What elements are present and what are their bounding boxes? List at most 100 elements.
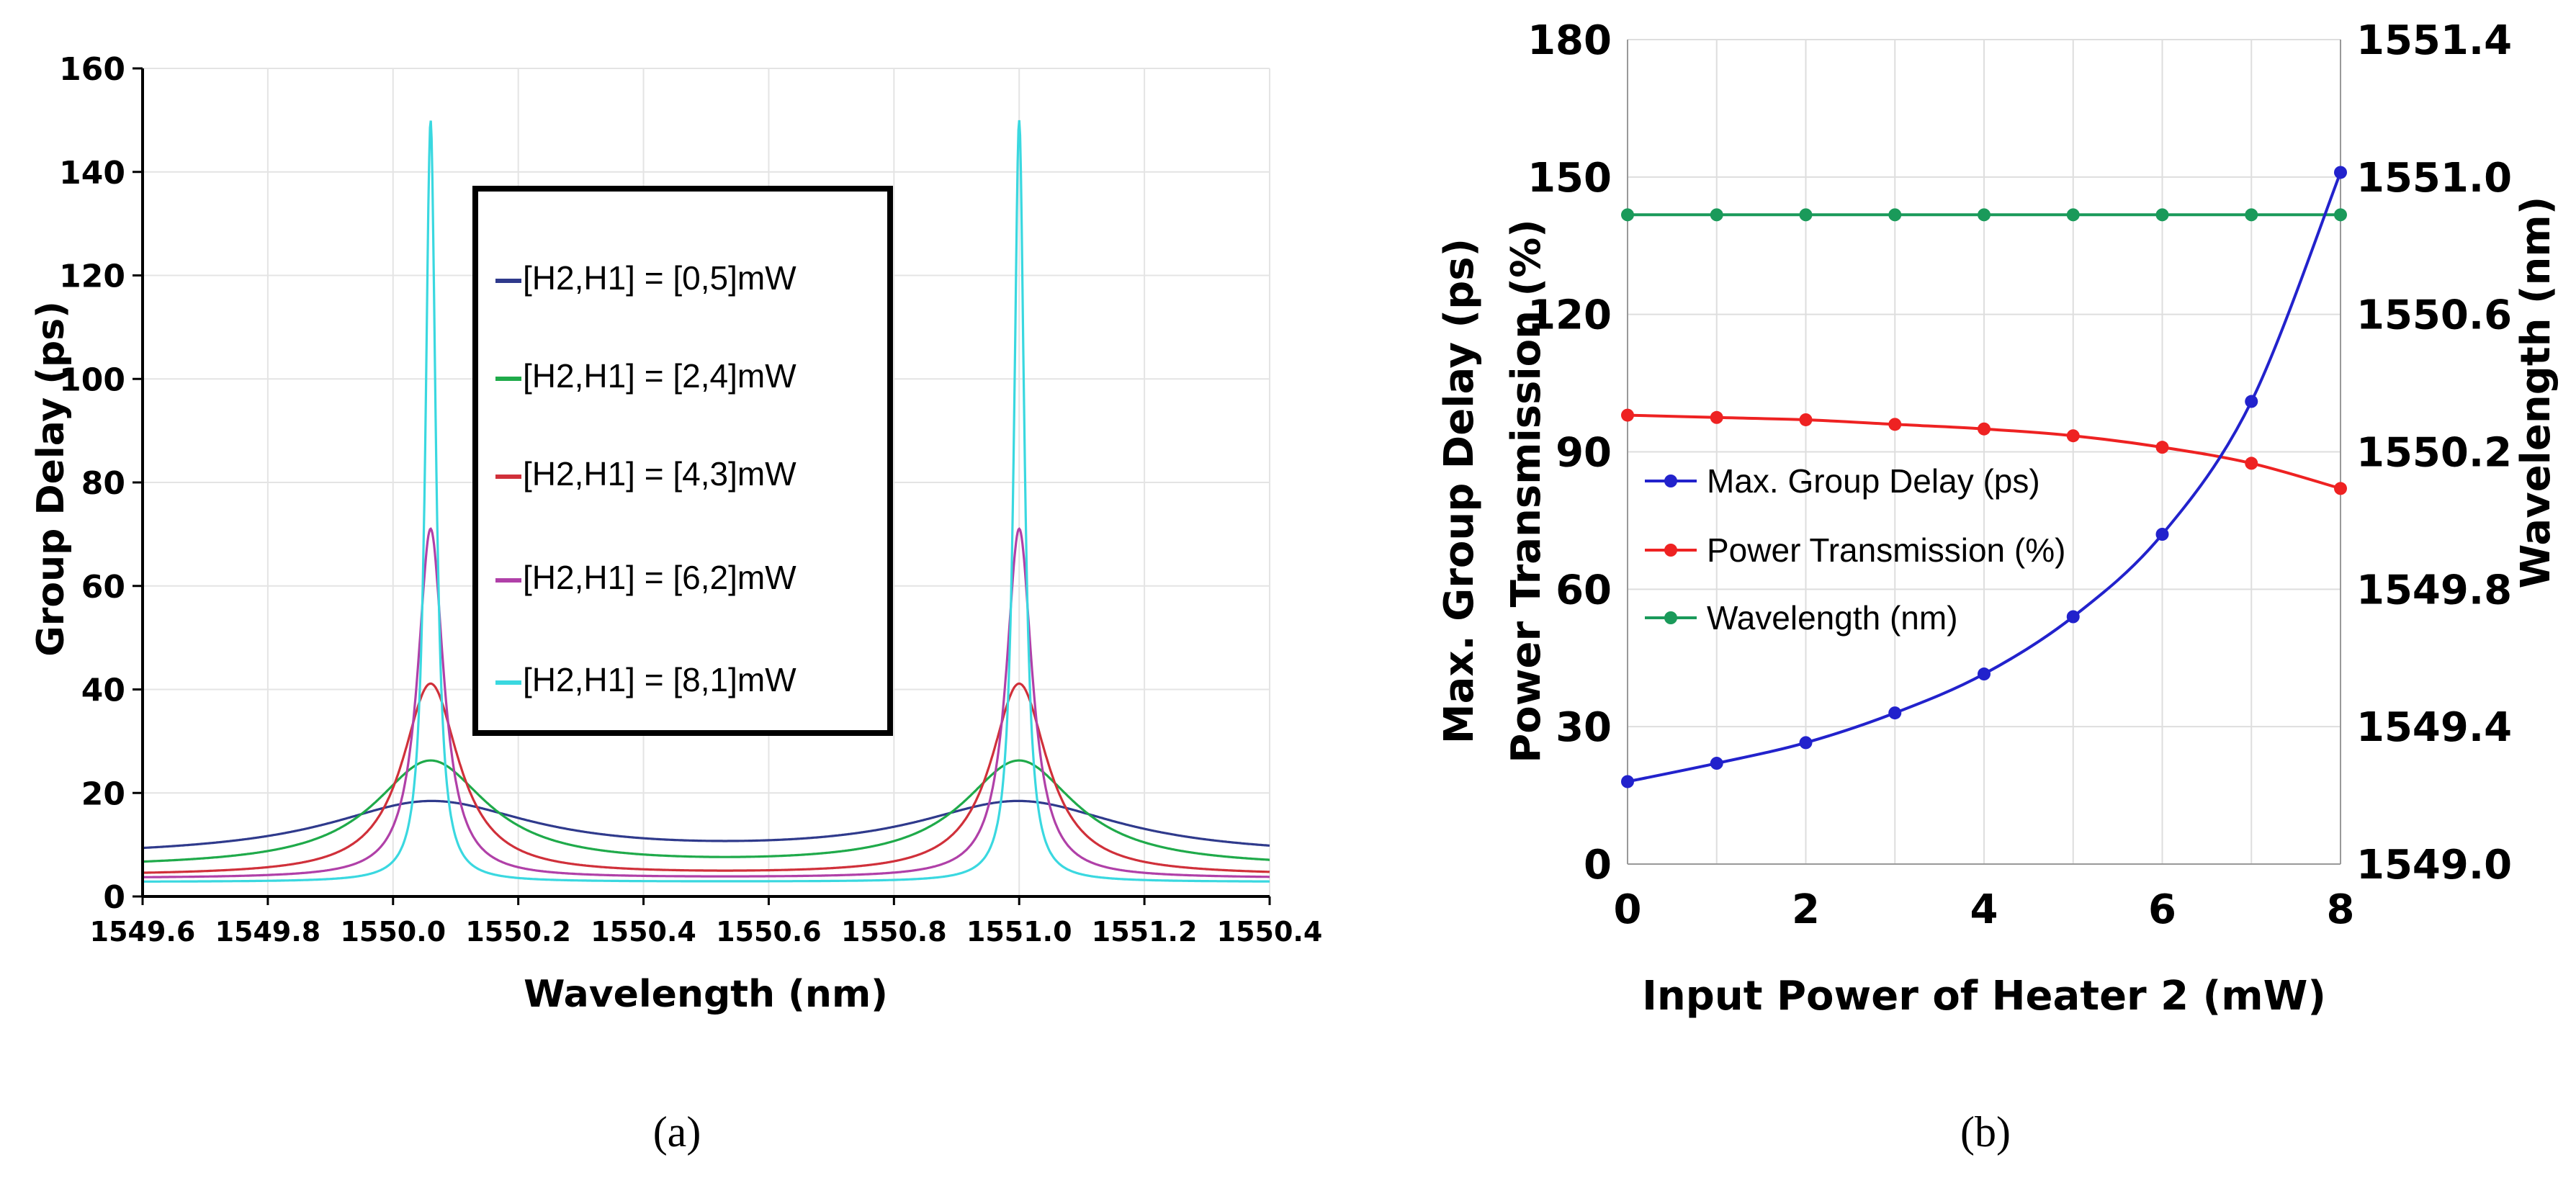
chart-b-legend-swatch-marker [1664,544,1677,557]
chart-a-y-tick-label: 100 [59,361,125,398]
chart-b-ylabel-left-2: Power Transmission (%) [1503,219,1550,763]
chart-b-data-point [1978,667,1991,681]
chart-a-y-tick-label: 120 [59,258,125,295]
panel-a-label: (a) [653,1108,701,1156]
chart-a-legend: [H2,H1] = [0,5]mW [H2,H1] = [2,4]mW [H2,H1… [472,186,893,736]
chart-a-series-line [143,759,1270,863]
chart-b-data-point [2245,395,2258,408]
chart-b-data-point [1621,408,1634,422]
chart-a-legend-label: [H2,H1] = [4,3]mW [523,455,796,493]
chart-a-series-line [143,120,1270,883]
chart-a: 1549.6 1549.8 1550.0 1550.2 1550.4 1550.6 1550… [30,51,1322,1156]
chart-a-x-tick-label: 1550.0 [340,916,446,948]
chart-b-y-tick-label-left: 0 [1584,842,1612,889]
chart-b-y-tick-label-left: 180 [1527,17,1612,64]
chart-b-legend-swatch-marker [1664,611,1677,624]
chart-a-x-tick-label: 1549.6 [90,916,196,948]
chart-b-data-point [2066,429,2080,443]
chart-b-x-tick-label: 8 [2327,886,2355,933]
chart-b-x-tick-label: 4 [1970,886,1998,933]
chart-b-y-tick-label-right: 1549.4 [2356,704,2512,751]
chart-a-x-tick-label: 1551.0 [966,916,1072,948]
chart-b-y-tick-label-left: 30 [1556,704,1612,751]
chart-b-data-point [1888,208,1902,222]
chart-a-y-tick-label: 20 [81,775,125,812]
panel-b-label: (b) [1960,1108,2011,1156]
chart-b-data-point [1978,208,1991,222]
chart-b-ylabel-left-1: Max. Group Delay (ps) [1436,238,1483,744]
chart-b-data-point [1978,422,1991,436]
chart-a-ylabel: Group Delay (ps) [30,301,73,657]
chart-b-data-point [2334,166,2347,179]
chart-b-data-point [1888,706,1902,720]
chart-b-ylabel-right: Wavelength (nm) [2513,197,2559,589]
chart-a-y-tick-label: 40 [81,673,125,709]
chart-b-data-point [2066,208,2080,222]
chart-a-x-tick-label: 1551.2 [1092,916,1198,948]
chart-b-y-tick-label-right: 1549.8 [2356,567,2512,613]
chart-b-data-point [1799,736,1813,750]
chart-b-data-point [1710,410,1723,424]
chart-a-x-tick-label: 1549.8 [215,916,321,948]
chart-a-legend-box [472,186,893,736]
chart-b-y-tick-label-right: 1550.6 [2356,292,2512,339]
chart-a-legend-label: [H2,H1] = [0,5]mW [523,259,796,297]
chart-a-x-tick-label: 1550.2 [465,916,571,948]
chart-b-legend-label: Max. Group Delay (ps) [1707,462,2040,500]
chart-b-data-point [2334,208,2347,222]
chart-a-legend-label: [H2,H1] = [6,2]mW [523,559,796,596]
chart-b-data-point [1888,418,1902,431]
chart-b-legend-swatch-marker [1664,475,1677,487]
chart-b-data-point [2155,441,2169,454]
chart-b-y-tick-label-left: 60 [1556,567,1612,613]
chart-b-xlabel: Input Power of Heater 2 (mW) [1642,973,2326,1020]
chart-b-data-point [2245,457,2258,470]
chart-a-y-tick-label: 160 [59,51,125,88]
chart-b-y-tick-label-right: 1550.2 [2356,430,2512,477]
chart-b-y-tick-label-left: 150 [1527,155,1612,202]
chart-b-x-tick-label: 0 [1614,886,1642,933]
chart-b-y-ticks-right: 1549.0 1549.4 1549.8 1550.2 1550.6 1551.0 1551… [2356,17,2512,889]
chart-b-y-tick-label-right: 1551.0 [2356,155,2512,202]
chart-b-y-tick-label-right: 1549.0 [2356,842,2512,889]
chart-a-x-tick-label: 1550.8 [841,916,947,948]
chart-b-y-tick-label-right: 1551.4 [2356,17,2512,64]
chart-a-series-line [142,799,1270,850]
chart-b-data-point [1799,208,1813,222]
chart-a-series-line [143,527,1270,878]
chart-a-y-tick-label: 140 [59,155,125,192]
chart-b-data-point [2155,528,2169,541]
chart-a-x-ticks: 1549.6 1549.8 1550.0 1550.2 1550.4 1550.6 1550… [90,896,1323,948]
chart-a-curves [142,120,1270,883]
chart-b-data-point [1710,208,1723,222]
chart-a-xlabel: Wavelength (nm) [524,973,888,1016]
chart-b-legend-label: Power Transmission (%) [1707,531,2065,569]
chart-b-legend-label: Wavelength (nm) [1707,599,1958,637]
chart-b-x-ticks: 0 2 4 6 8 [1614,886,2355,933]
chart-a-y-ticks: 0 20 40 60 80 100 120 140 160 [59,51,143,916]
chart-b-series [1621,166,2347,788]
chart-a-x-tick-label: 1550.4 [591,916,696,948]
chart-b-y-tick-label-left: 90 [1556,430,1612,477]
chart-b-x-tick-label: 6 [2148,886,2176,933]
chart-b-x-tick-label: 2 [1792,886,1820,933]
chart-a-x-tick-label: 1550.4 [1217,916,1323,948]
chart-a-y-tick-label: 0 [103,879,125,916]
chart-b-data-point [1799,413,1813,426]
chart-b-data-point [1621,208,1634,222]
chart-a-legend-label: [H2,H1] = [2,4]mW [523,357,796,395]
chart-b-data-point [2334,482,2347,495]
chart-b-data-point [2066,610,2080,624]
chart-b-legend: Max. Group Delay (ps) Power Transmission … [1645,462,2065,637]
chart-a-x-tick-label: 1550.6 [716,916,822,948]
chart-a-y-tick-label: 80 [81,465,125,502]
chart-b-data-point [1710,757,1723,770]
chart-a-legend-label: [H2,H1] = [8,1]mW [523,661,796,698]
chart-a-y-tick-label: 60 [81,569,125,606]
chart-b-data-point [2155,208,2169,222]
chart-b-y-tick-label-left: 120 [1527,292,1612,339]
chart-a-series-line [143,682,1270,874]
chart-b-y-ticks-left: 0 30 60 90 120 150 180 [1527,17,1612,889]
